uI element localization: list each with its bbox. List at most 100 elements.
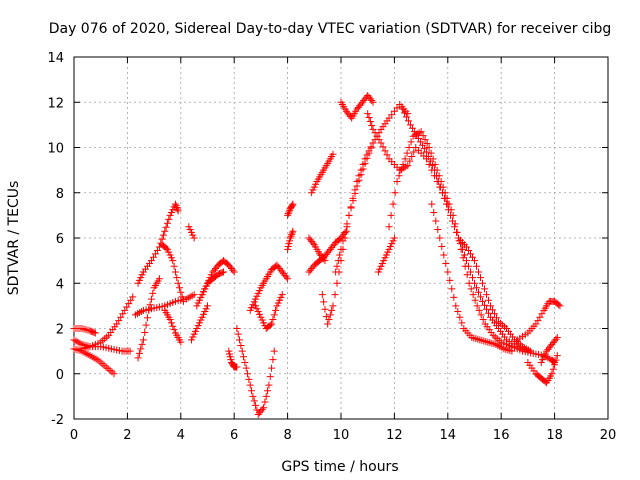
- data-point: [165, 215, 173, 223]
- y-tick-label: 12: [47, 96, 64, 111]
- data-point: [491, 310, 499, 318]
- data-point: [241, 358, 249, 366]
- x-axis-label: GPS time / hours: [281, 459, 398, 475]
- data-point: [395, 172, 403, 180]
- data-point: [556, 302, 564, 310]
- x-tick-label: 12: [386, 428, 403, 443]
- chart-title: Day 076 of 2020, Sidereal Day-to-day VTE…: [49, 21, 612, 37]
- data-point: [364, 110, 372, 118]
- data-point: [403, 149, 411, 157]
- data-point: [391, 189, 399, 197]
- data-point: [552, 356, 560, 364]
- data-point: [126, 347, 134, 355]
- data-point: [172, 202, 180, 210]
- data-point: [329, 150, 337, 158]
- data-point: [336, 251, 344, 259]
- series-s13: [187, 302, 211, 344]
- data-point: [552, 335, 560, 343]
- series-s10: [185, 223, 198, 242]
- y-tick-label: 4: [56, 277, 64, 292]
- data-point: [135, 349, 143, 357]
- data-point: [368, 121, 376, 129]
- data-point: [139, 336, 147, 344]
- data-point: [368, 97, 376, 105]
- data-point: [471, 257, 478, 265]
- data-point: [383, 151, 391, 159]
- data-point: [475, 268, 483, 276]
- data-point: [367, 144, 375, 152]
- data-point: [404, 117, 412, 125]
- data-point: [175, 284, 183, 292]
- data-point: [456, 313, 464, 321]
- series-s8: [158, 241, 187, 305]
- series-s14: [225, 347, 241, 371]
- data-point: [444, 206, 452, 214]
- data-point: [446, 211, 454, 219]
- data-point: [339, 237, 347, 245]
- x-tick-label: 2: [123, 428, 131, 443]
- series-s19: [284, 200, 297, 219]
- data-point: [143, 314, 151, 322]
- data-point: [347, 204, 355, 212]
- data-point: [250, 397, 258, 405]
- data-point: [287, 232, 295, 240]
- data-point: [288, 231, 296, 239]
- data-point: [434, 226, 442, 234]
- data-point: [475, 306, 483, 314]
- data-point: [320, 255, 328, 263]
- series-s28: [385, 128, 516, 351]
- data-point: [421, 136, 429, 144]
- data-point: [400, 109, 408, 117]
- data-point: [460, 251, 468, 259]
- data-point: [408, 153, 416, 161]
- x-tick-label: 0: [70, 428, 78, 443]
- data-point: [91, 329, 99, 337]
- data-point: [284, 210, 292, 218]
- data-point: [328, 306, 336, 314]
- data-point: [161, 227, 169, 235]
- data-point: [379, 143, 387, 151]
- data-point: [110, 370, 118, 378]
- data-point: [475, 288, 483, 296]
- x-tick-label: 20: [600, 428, 617, 443]
- data-point: [332, 268, 340, 276]
- data-point: [481, 301, 489, 309]
- series-s7: [134, 200, 182, 287]
- data-point: [377, 139, 385, 147]
- series-s6: [131, 291, 198, 319]
- data-point: [240, 353, 248, 361]
- data-point: [309, 239, 317, 247]
- data-point: [318, 291, 326, 299]
- series-s25: [337, 91, 377, 122]
- x-tick-label: 6: [230, 428, 238, 443]
- data-point: [404, 110, 412, 118]
- data-point: [137, 345, 145, 353]
- data-point: [238, 347, 246, 355]
- data-point: [229, 266, 237, 274]
- data-point: [324, 320, 332, 328]
- data-point: [190, 234, 198, 242]
- data-point: [269, 315, 277, 323]
- data-point: [171, 268, 179, 276]
- series-s27: [374, 234, 398, 276]
- data-point: [289, 227, 297, 235]
- data-point: [551, 361, 559, 369]
- data-point: [341, 228, 349, 236]
- x-tick-label: 8: [283, 428, 291, 443]
- data-point: [555, 301, 563, 309]
- data-point: [473, 302, 481, 310]
- y-tick-label: 10: [47, 142, 64, 157]
- data-point: [553, 352, 561, 360]
- x-tick-label: 10: [333, 428, 350, 443]
- data-point: [138, 340, 146, 348]
- data-point: [430, 209, 438, 217]
- x-tick-label: 18: [546, 428, 563, 443]
- data-point: [343, 220, 351, 228]
- data-point: [473, 284, 481, 292]
- data-point: [406, 157, 414, 165]
- data-point: [321, 305, 329, 313]
- data-point: [436, 234, 444, 242]
- data-point: [365, 149, 373, 157]
- data-point: [444, 268, 452, 276]
